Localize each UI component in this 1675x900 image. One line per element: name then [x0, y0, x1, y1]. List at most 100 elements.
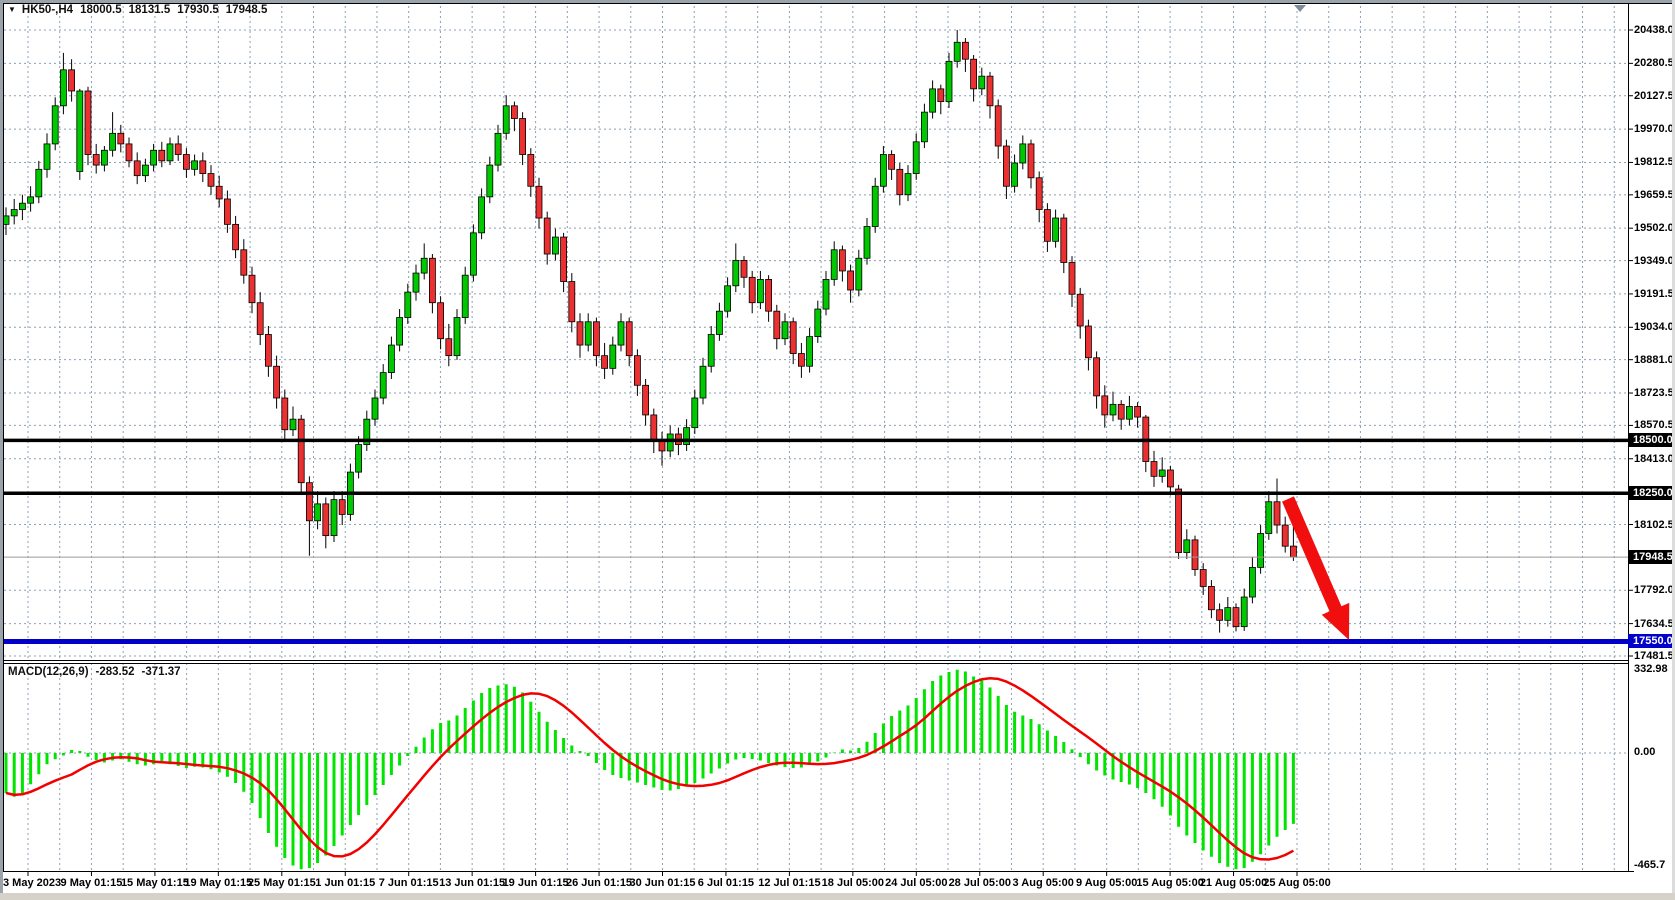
candle-body	[1126, 406, 1133, 420]
symbol-timeframe-label: HK50-,H4	[21, 4, 74, 16]
level-lines[interactable]	[4, 438, 1628, 644]
candle-body	[1208, 586, 1215, 611]
macd-histogram	[4, 669, 1295, 870]
price-tick-label: 19659.5	[1634, 188, 1674, 201]
candle-body	[650, 414, 658, 441]
candle-body	[912, 141, 920, 174]
time-tick-label: 19 May 01:15	[184, 877, 253, 889]
candle-body	[593, 321, 600, 357]
macd-axis[interactable]: 332.98 0.00 -465.7	[1628, 655, 1672, 875]
candle-body	[1265, 501, 1273, 534]
symbol-dropdown-icon[interactable]: ▼	[8, 5, 16, 14]
candle-body	[207, 173, 215, 187]
candle-body	[1150, 461, 1158, 477]
candle-body	[871, 185, 879, 227]
candle-body	[822, 279, 830, 310]
candle-body	[27, 196, 35, 204]
window-border-right	[1672, 0, 1675, 900]
macd-indicator-label: MACD(12,26,9) -283.52 -371.37	[8, 666, 188, 678]
candle-body	[609, 344, 617, 369]
candle-body	[150, 149, 158, 166]
candle-body	[1199, 569, 1207, 587]
candle-body	[1044, 209, 1051, 242]
trend-arrow[interactable]	[1282, 496, 1350, 640]
candle-body	[937, 88, 945, 102]
candle-body	[264, 334, 272, 367]
candle-body	[1281, 524, 1289, 547]
candle-body	[387, 344, 395, 373]
candle-body	[363, 418, 371, 445]
time-tick-label: 6 Jul 01:15	[697, 877, 755, 889]
ohlc-low: 17930.5	[177, 4, 219, 16]
macd-axis-min: -465.7	[1634, 859, 1666, 871]
candle-body	[502, 105, 510, 134]
chart-frame	[0, 3, 1672, 872]
price-tick-label: 17634.5	[1634, 617, 1674, 630]
candle-body	[584, 321, 592, 346]
candle-body	[1052, 217, 1059, 242]
candle-body	[1224, 607, 1232, 621]
price-axis[interactable]: 20438.0 20280.5 20127.5 19970.0 19812.5 19659…	[1628, 0, 1674, 875]
candle-body	[552, 236, 559, 255]
candle-body	[929, 88, 936, 113]
macd-value-main: -283.52	[95, 666, 135, 678]
candle-body	[888, 154, 895, 170]
candle-body	[953, 41, 961, 62]
candle-body	[297, 418, 305, 484]
time-tick-label: 3 Aug 05:00	[1012, 877, 1074, 889]
candle-body	[789, 321, 797, 354]
candle-body	[84, 90, 92, 155]
trend-arrow-shaft	[1282, 496, 1344, 617]
candle-body	[232, 223, 240, 251]
candle-body	[158, 149, 166, 162]
candle-body	[101, 149, 108, 166]
candle-body	[1068, 262, 1076, 295]
candle-body	[420, 257, 428, 274]
candle-body	[1273, 501, 1281, 526]
candle-body	[527, 154, 535, 187]
candle-body	[76, 90, 84, 172]
candle-body	[748, 276, 756, 304]
candle-body	[576, 321, 584, 346]
price-tick-label: 20280.5	[1634, 57, 1674, 70]
time-tick-label: 12 Jul 01:15	[758, 877, 821, 889]
time-axis[interactable]: 3 May 2023 9 May 01:15 15 May 01:15 19 May …	[0, 874, 1675, 894]
time-tick-label: 7 Jun 01:15	[378, 877, 439, 889]
candle-body	[117, 132, 125, 145]
candle-body	[707, 334, 715, 367]
candle-body	[699, 365, 707, 399]
window-border-bottom	[0, 893, 1675, 900]
candle-body	[568, 281, 576, 323]
candle-body	[1216, 609, 1223, 621]
candle-body	[765, 279, 772, 312]
candlestick-series	[2, 30, 1297, 633]
candle-body	[781, 321, 789, 340]
candle-body	[322, 503, 330, 537]
candle-body	[1175, 488, 1182, 553]
candle-body	[904, 173, 912, 196]
candle-body	[60, 69, 67, 107]
candle-body	[666, 433, 674, 452]
candle-body	[199, 160, 207, 174]
candle-body	[486, 164, 494, 198]
macd-axis-zero: 0.00	[1634, 746, 1656, 758]
candle-body	[740, 259, 748, 278]
candle-body	[43, 143, 51, 170]
candle-body	[601, 355, 608, 369]
gridlines	[4, 6, 1628, 871]
chart-shift-marker-icon[interactable]	[1294, 5, 1306, 12]
time-tick-label: 28 Jul 05:00	[948, 877, 1011, 889]
price-tick-label: 19349.0	[1634, 254, 1674, 267]
candle-body	[18, 202, 26, 210]
candle-body	[510, 105, 518, 119]
ohlc-open: 18000.5	[80, 4, 122, 16]
time-tick-label: 26 Jun 01:15	[566, 877, 633, 889]
candle-body	[240, 249, 248, 276]
candle-body	[35, 168, 43, 198]
candle-body	[355, 444, 363, 473]
macd-name: MACD(12,26,9)	[8, 666, 89, 678]
candle-body	[1257, 533, 1264, 568]
candle-body	[847, 270, 854, 291]
